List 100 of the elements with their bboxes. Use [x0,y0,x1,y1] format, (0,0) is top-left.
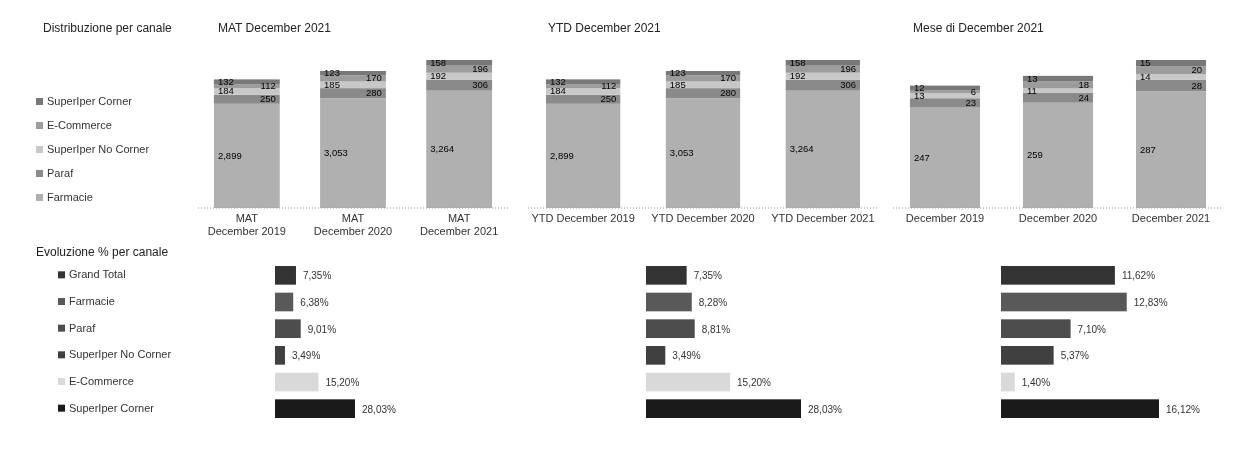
data-label: 15,20% [325,377,360,388]
data-label: 8,81% [701,323,731,335]
legend-label: Paraf [47,167,75,179]
chart-title: YTD December 2021 [548,21,662,35]
data-label: 28,03% [808,403,843,415]
legend-label: Farmacie [47,191,93,203]
bar [646,399,801,418]
data-label: 306 [472,79,489,91]
data-label: 112 [260,80,276,92]
data-label: 170 [720,72,737,84]
data-label: 170 [366,72,382,84]
bar [213,103,280,208]
data-label: 18 [1078,78,1090,90]
chart-title: Mese di December 2021 [913,21,1045,35]
bar [646,372,731,392]
data-label: 196 [472,63,489,75]
data-label: 184 [217,85,234,97]
y-tick-label: SuperIper No Corner [69,348,172,361]
data-label: 16,12% [1166,403,1201,415]
data-label: 11 [1026,84,1037,96]
bar [646,292,692,312]
bar [1022,92,1094,103]
bar [320,98,386,208]
bar [1001,292,1127,312]
data-label: 247 [913,151,930,163]
data-label: 28 [1191,79,1203,91]
y-tick-label: E-Commerce [69,375,134,387]
bar [1001,319,1071,338]
data-label: 192 [789,70,806,82]
data-label: 28,03% [362,403,397,415]
x-tick-label: December 2019 [905,212,985,224]
data-label: 11,62% [1121,270,1156,282]
bar [1135,91,1207,208]
data-label: 306 [840,79,857,91]
bar [275,372,319,392]
data-label: 192 [430,70,447,82]
bar [665,98,741,208]
data-label: 3,49% [672,350,701,362]
data-label: 184 [549,85,566,97]
bar [665,75,741,82]
data-label: 12,83% [1133,297,1168,308]
data-label: 185 [324,78,340,90]
data-label: 196 [840,63,857,75]
data-label: 6,38% [300,297,329,308]
x-tick-label: YTD December 2021 [771,212,875,224]
bar [1022,88,1094,93]
data-label: 3,053 [669,147,694,159]
data-label: 112 [601,80,617,92]
y-tick-label: SuperIper Corner [69,401,155,414]
bar [1001,266,1115,285]
bar [646,319,695,338]
data-label: 2,899 [549,149,574,161]
bar [785,90,861,208]
bar [646,266,687,285]
data-label: 3,264 [789,143,814,155]
bar [275,346,285,365]
data-label: 2,899 [217,149,242,161]
bar [1001,346,1054,365]
data-label: 23 [965,96,977,108]
data-label: 7,10% [1077,323,1107,335]
bar [275,266,296,285]
data-label: 250 [600,93,617,105]
text: Distribuzione per canale [43,21,173,35]
data-label: 9,01% [307,323,337,335]
data-label: 3,49% [291,350,321,362]
x-tick-label: December 2020 [1018,212,1098,224]
data-label: 3,264 [430,143,455,155]
bar [426,90,493,208]
x-tick-label: YTD December 2019 [531,212,635,224]
x-tick-label: YTD December 2020 [651,212,755,224]
data-label: 14 [1139,71,1151,83]
y-tick-label: Paraf [69,321,97,334]
bar [1022,102,1094,208]
bar [320,75,386,82]
data-label: 7,35% [693,270,723,282]
bar [1001,372,1015,392]
data-label: 8,28% [698,297,728,308]
data-label: 5,37% [1060,350,1090,362]
bar [545,103,621,208]
bar [275,399,355,418]
data-label: 250 [259,93,276,105]
data-label: 6 [970,85,977,97]
chart-title: MAT December 2021 [218,21,332,35]
bar [275,319,301,338]
data-label: 20 [1191,64,1203,76]
x-tick-label: MAT December 2020 [313,212,393,237]
x-tick-label: MAT December 2021 [420,212,499,237]
bar [785,79,861,91]
bar [1135,74,1207,80]
bar [646,346,666,365]
data-label: 15,20% [737,377,772,388]
y-tick-label: Farmacie [69,295,115,307]
data-label: 3,053 [324,147,348,159]
y-tick-label: Grand Total [69,268,126,281]
bar [909,107,981,208]
data-label: 24 [1078,91,1090,103]
x-tick-label: MAT December 2019 [207,212,286,237]
data-label: 13 [1026,72,1038,84]
data-label: 280 [720,87,737,99]
data-label: 132 [549,75,566,87]
